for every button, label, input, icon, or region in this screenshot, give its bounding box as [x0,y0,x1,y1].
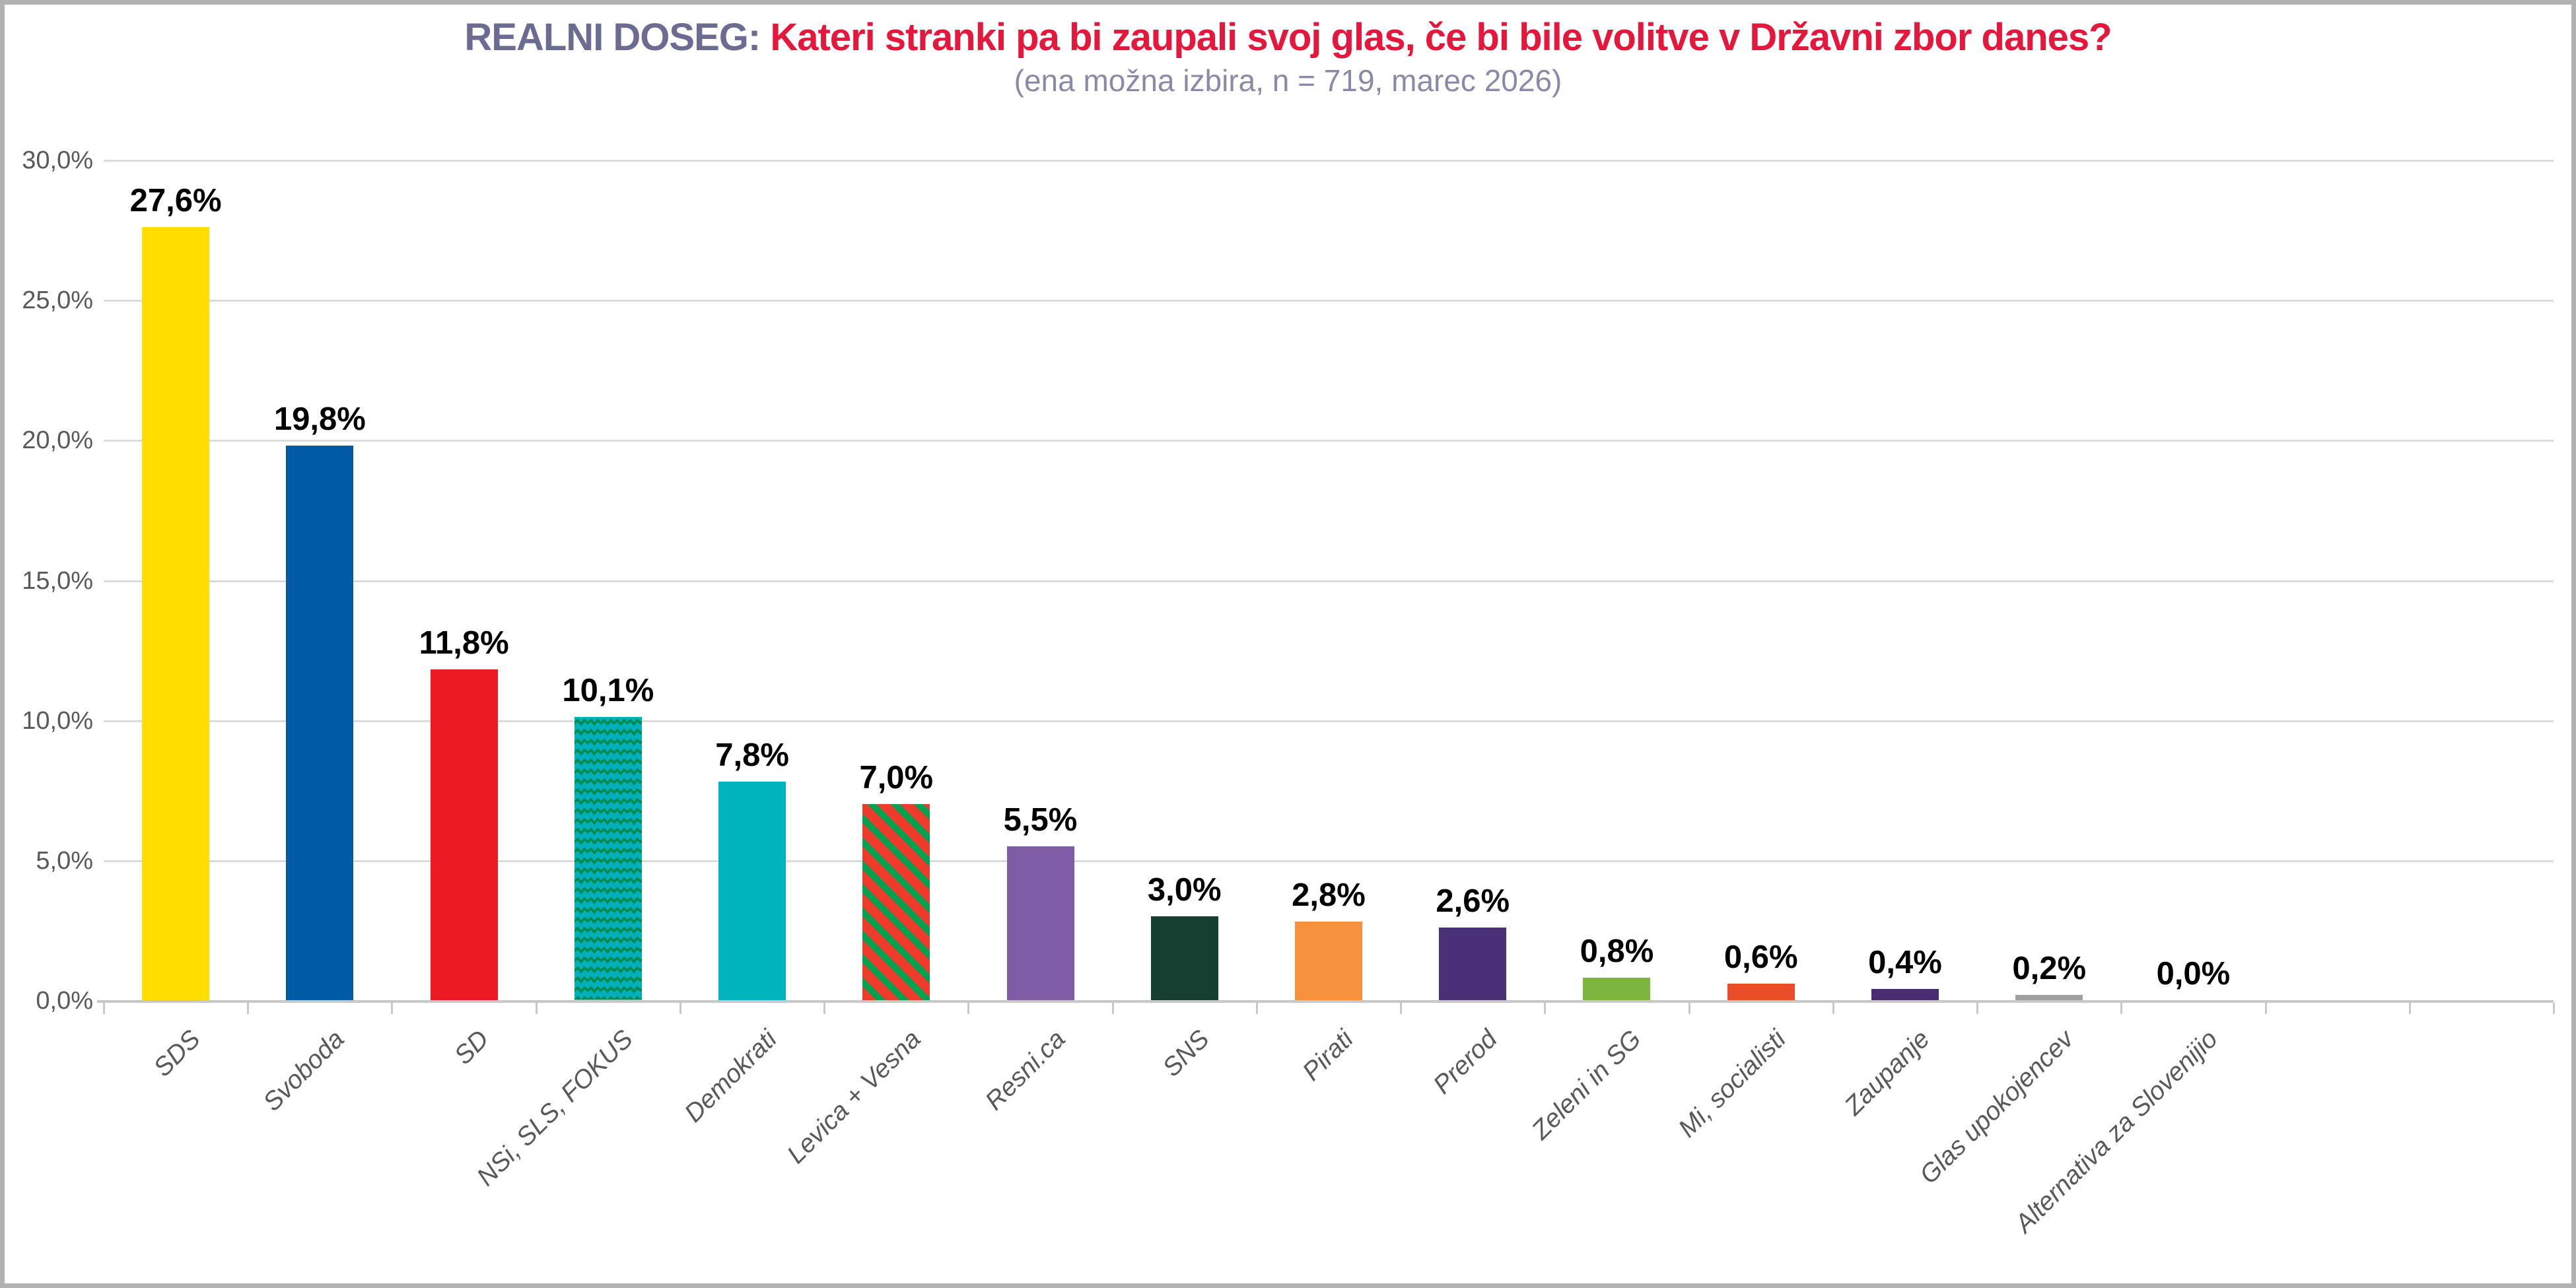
bar-value-label: 27,6% [129,182,222,219]
y-axis-label: 20,0% [22,426,93,455]
axis-tick [1688,1003,1690,1014]
gridline [104,300,2554,302]
axis-tick [1832,1003,1834,1014]
axis-tick [1111,1003,1114,1014]
bar [1583,978,1651,1000]
bar [574,717,642,1000]
bar-value-label: 0,6% [1723,939,1798,975]
axis-tick [535,1003,538,1014]
bar [1727,983,1795,1000]
bar-value-label: 10,1% [562,673,654,709]
y-axis-label: 5,0% [36,846,93,875]
bar [430,669,498,1000]
axis-tick [1400,1003,1403,1014]
bar-value-label: 2,8% [1292,877,1366,914]
axis-tick [967,1003,970,1014]
axis-tick [2264,1003,2267,1014]
bar-value-label: 5,5% [1003,801,1078,838]
bar [1439,927,1507,1000]
chart-subtitle: (ena možna izbira, n = 719, marec 2026) [1014,63,1562,98]
gridline [104,160,2554,162]
bar [286,445,354,1000]
axis-tick [391,1003,394,1014]
bar-value-label: 7,8% [715,737,789,774]
bar-value-label: 3,0% [1147,871,1222,908]
axis-tick [2553,1003,2555,1014]
bar-value-label: 0,8% [1580,933,1654,970]
bar-value-label: 7,0% [859,759,934,796]
gridline [104,580,2554,582]
bar [142,226,210,1000]
y-axis-label: 0,0% [36,987,93,1015]
bar [1150,916,1218,1000]
bar-value-label: 11,8% [419,625,509,661]
y-axis-label: 25,0% [22,287,93,315]
x-axis-line [97,1000,2554,1003]
chart-title-prefix: REALNI DOSEG: [464,16,761,59]
axis-tick [2120,1003,2123,1014]
chart-title-question: Kateri stranki pa bi zaupali svoj glas, … [760,16,2112,59]
bar [718,782,786,1000]
y-axis-label: 15,0% [22,566,93,595]
axis-tick [1255,1003,1258,1014]
x-axis-label: SDS [148,1025,206,1083]
gridline [104,440,2554,442]
axis-tick [1544,1003,1547,1014]
axis-tick [823,1003,826,1014]
chart-title: REALNI DOSEG: Kateri stranki pa bi zaupa… [5,15,2571,59]
bar-value-label: 19,8% [273,401,366,437]
zigzag-pattern [574,717,642,1000]
bar-value-label: 0,0% [2156,956,2231,992]
y-axis-label: 10,0% [22,706,93,735]
axis-tick [247,1003,250,1014]
axis-tick [1976,1003,1979,1014]
bar [2015,994,2083,1000]
bar [1006,846,1074,1000]
bar [862,803,930,1000]
bar [1871,989,1939,1000]
gridline [104,860,2554,862]
axis-tick [103,1003,105,1014]
bar [1295,922,1362,1000]
bar-value-label: 0,4% [1868,945,1942,981]
axis-tick [679,1003,681,1014]
bar-value-label: 2,6% [1436,883,1510,919]
gridline [104,720,2554,722]
y-axis-label: 30,0% [22,147,93,175]
axis-tick [2408,1003,2411,1014]
bar-value-label: 0,2% [2012,950,2087,986]
